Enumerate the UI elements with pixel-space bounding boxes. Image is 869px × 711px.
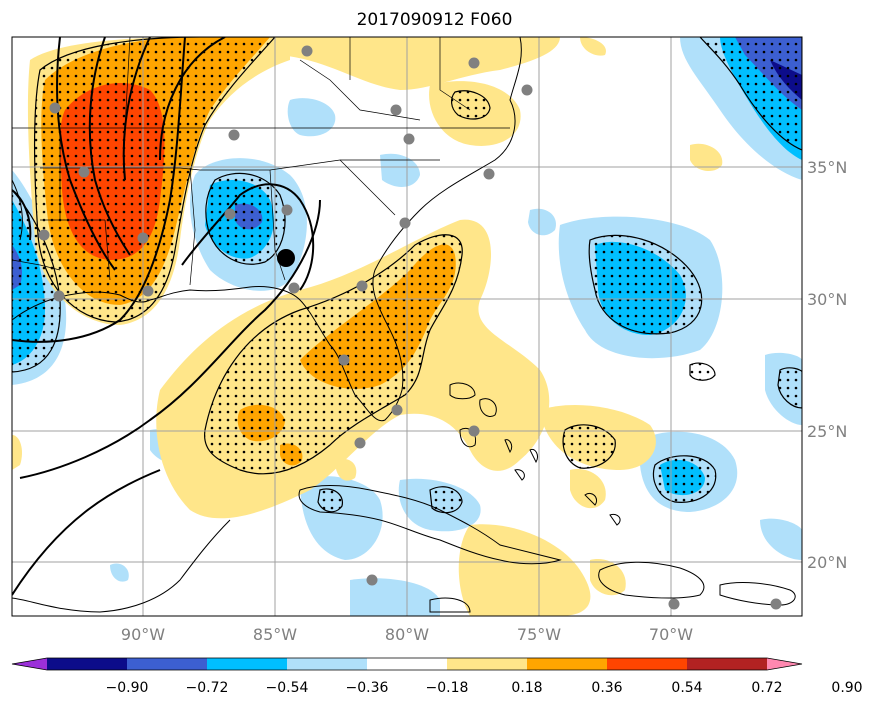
significance-stipple bbox=[12, 37, 802, 514]
colorbar-segment bbox=[447, 658, 528, 670]
lat-label: 20°N bbox=[807, 553, 847, 572]
colorbar-tick-label: −0.54 bbox=[266, 680, 309, 696]
lon-label: 80°W bbox=[385, 625, 429, 644]
lon-label: 90°W bbox=[121, 625, 165, 644]
longitude-labels: 90°W 85°W 80°W 75°W 70°W bbox=[121, 625, 693, 644]
station-markers bbox=[38, 45, 782, 610]
map-title: 2017090912 F060 bbox=[356, 10, 513, 30]
colorbar-segment bbox=[207, 658, 288, 670]
map-plot-area bbox=[12, 37, 802, 616]
lon-label: 70°W bbox=[649, 625, 693, 644]
latitude-labels: 35°N 30°N 25°N 20°N bbox=[807, 158, 847, 572]
colorbar-extend-low bbox=[12, 658, 47, 670]
colorbar-tick-label: −0.18 bbox=[426, 680, 469, 696]
colorbar-tick-label: −0.36 bbox=[346, 680, 389, 696]
colorbar-tick-label: −0.90 bbox=[106, 680, 149, 696]
colorbar-segment bbox=[607, 658, 688, 670]
colorbar-segment bbox=[687, 658, 768, 670]
graticule bbox=[12, 37, 802, 616]
colorbar-tick-label: 0.36 bbox=[591, 680, 622, 696]
coastlines bbox=[12, 37, 796, 613]
colorbar-tick-label: 0.54 bbox=[671, 680, 702, 696]
storm-center-marker bbox=[277, 249, 295, 267]
colorbar-tick-label: −0.72 bbox=[186, 680, 229, 696]
colorbar-tick-label: 0.18 bbox=[511, 680, 542, 696]
colorbar-outline bbox=[11, 657, 803, 671]
colorbar-extend-high bbox=[767, 658, 802, 670]
colorbar-segment bbox=[367, 658, 448, 670]
map-frame bbox=[11, 36, 803, 617]
colorbar-tick-label: 0.72 bbox=[751, 680, 782, 696]
lon-label: 85°W bbox=[253, 625, 297, 644]
lat-label: 30°N bbox=[807, 290, 847, 309]
colorbar-segment bbox=[527, 658, 608, 670]
lat-label: 25°N bbox=[807, 422, 847, 441]
colorbar: −0.90 −0.72 −0.54 −0.36 −0.18 0.18 0.36 0.54 0.7… bbox=[11, 657, 863, 696]
colorbar-tick-label: 0.90 bbox=[831, 680, 862, 696]
colorbar-segment bbox=[287, 658, 368, 670]
colorbar-segment bbox=[47, 658, 128, 670]
contour-lines bbox=[12, 37, 321, 596]
lat-label: 35°N bbox=[807, 158, 847, 177]
colorbar-segment bbox=[127, 658, 208, 670]
state-borders bbox=[12, 37, 510, 286]
lon-label: 75°W bbox=[517, 625, 561, 644]
